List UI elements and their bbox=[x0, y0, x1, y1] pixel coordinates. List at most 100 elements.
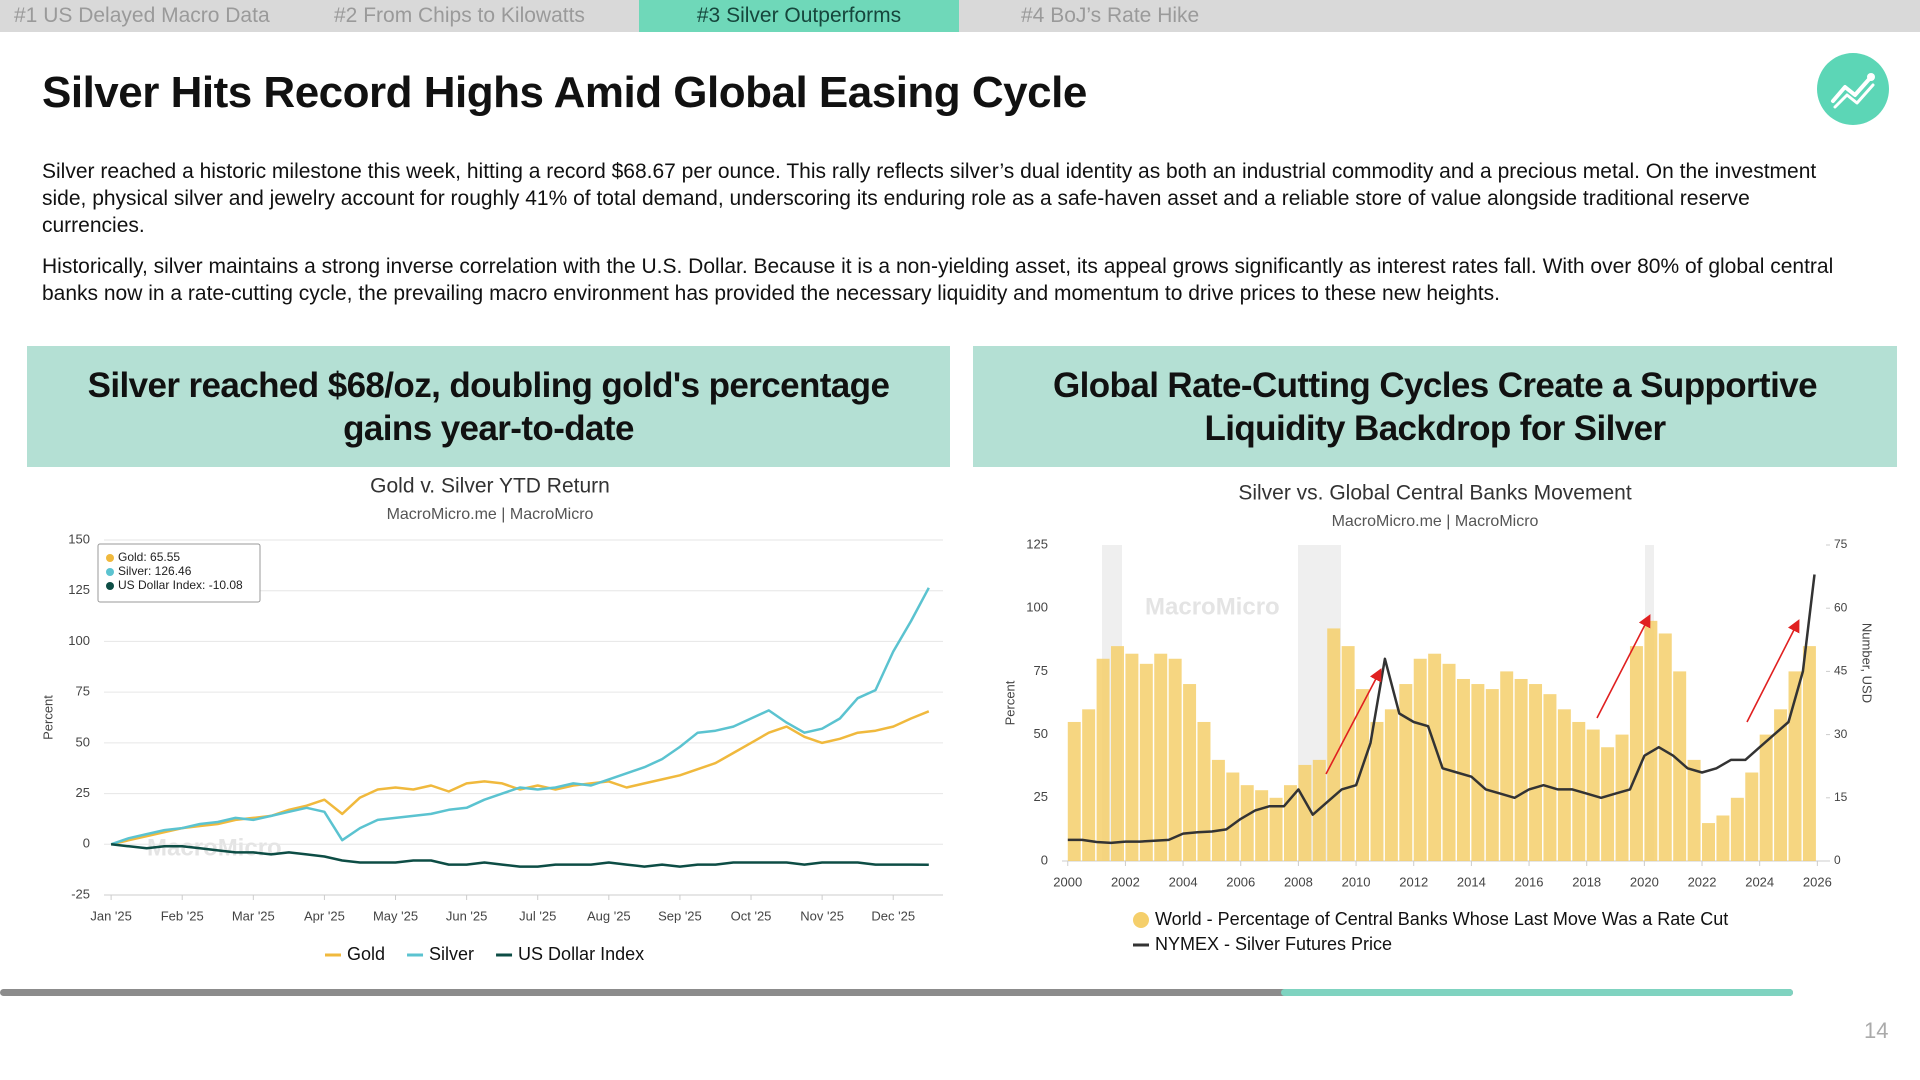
bar bbox=[1269, 797, 1283, 861]
x-tick-label: 2022 bbox=[1688, 874, 1717, 889]
bar bbox=[1413, 658, 1427, 861]
tab-bar: #1 US Delayed Macro Data #2 From Chips t… bbox=[0, 0, 1920, 32]
bar bbox=[1211, 759, 1225, 861]
trend-arrow bbox=[1325, 668, 1382, 775]
chart-title: Gold v. Silver YTD Return bbox=[370, 475, 610, 498]
legend-label: US Dollar Index bbox=[518, 944, 644, 964]
x-tick-label: 2012 bbox=[1399, 874, 1428, 889]
bar bbox=[1557, 709, 1571, 861]
x-tick-label: Sep '25 bbox=[658, 908, 702, 923]
bar bbox=[1096, 658, 1110, 861]
y2-tick-label: 75 bbox=[1834, 537, 1848, 551]
bar bbox=[1543, 694, 1557, 861]
y2-tick-label: 60 bbox=[1834, 600, 1848, 614]
chart-subtitle: MacroMicro.me | MacroMicro bbox=[387, 506, 594, 523]
y-tick-label: 100 bbox=[68, 633, 90, 648]
tab[interactable]: #4 BoJ’s Rate Hike bbox=[1021, 4, 1200, 27]
x-tick-label: 2008 bbox=[1284, 874, 1313, 889]
bar bbox=[1500, 671, 1514, 861]
y-axis-label: Percent bbox=[1002, 680, 1017, 725]
tab[interactable]: #2 From Chips to Kilowatts bbox=[334, 4, 585, 27]
line-series bbox=[110, 587, 930, 846]
y2-tick-label: 45 bbox=[1834, 664, 1848, 678]
y-tick-label: 125 bbox=[68, 582, 90, 597]
y-tick-label: 50 bbox=[76, 734, 90, 749]
bar bbox=[1774, 709, 1788, 861]
bar bbox=[1298, 764, 1312, 861]
y-tick-label: 125 bbox=[1026, 536, 1048, 551]
chart-subtitle: MacroMicro.me | MacroMicro bbox=[1332, 513, 1539, 530]
y2-tick-label: 0 bbox=[1834, 853, 1841, 867]
bar bbox=[1255, 790, 1269, 861]
y2-tick-label: 30 bbox=[1834, 727, 1848, 741]
x-tick-label: Nov '25 bbox=[800, 908, 844, 923]
x-tick-label: 2002 bbox=[1111, 874, 1140, 889]
bar bbox=[1226, 772, 1240, 861]
legend-label: NYMEX - Silver Futures Price bbox=[1155, 934, 1392, 954]
x-tick-label: Jul '25 bbox=[519, 908, 556, 923]
bar bbox=[1615, 734, 1629, 861]
tab[interactable]: #1 US Delayed Macro Data bbox=[14, 4, 270, 27]
bar bbox=[1644, 620, 1658, 861]
bar bbox=[1067, 721, 1081, 861]
y2-axis-label: Number, USD bbox=[1860, 623, 1875, 703]
y2-tick-label: 15 bbox=[1834, 790, 1848, 804]
y-tick-label: 0 bbox=[83, 836, 90, 851]
slide-title: Silver Hits Record Highs Amid Global Eas… bbox=[42, 68, 1087, 117]
bar bbox=[1125, 653, 1139, 861]
bar bbox=[1111, 646, 1124, 861]
y-tick-label: 150 bbox=[68, 531, 90, 546]
y-tick-label: 50 bbox=[1034, 726, 1048, 741]
x-tick-label: 2010 bbox=[1342, 874, 1371, 889]
bar bbox=[1658, 633, 1672, 861]
bar bbox=[1240, 785, 1254, 861]
legend-label: World - Percentage of Central Banks Whos… bbox=[1155, 909, 1728, 929]
bar bbox=[1702, 823, 1716, 861]
bar bbox=[1399, 684, 1413, 861]
x-tick-label: 2000 bbox=[1053, 874, 1082, 889]
x-tick-label: 2014 bbox=[1457, 874, 1486, 889]
x-tick-label: Jun '25 bbox=[446, 908, 488, 923]
logo bbox=[1817, 53, 1889, 125]
bar bbox=[1788, 671, 1802, 861]
tooltip-dot bbox=[106, 582, 114, 590]
tab-active[interactable]: #3 Silver Outperforms bbox=[639, 0, 959, 32]
tooltip-box bbox=[97, 543, 261, 603]
bar bbox=[1471, 684, 1485, 861]
x-tick-label: Jan '25 bbox=[90, 908, 132, 923]
bar bbox=[1370, 721, 1384, 861]
x-tick-label: Apr '25 bbox=[304, 908, 345, 923]
bar bbox=[1139, 663, 1153, 861]
y-tick-label: 25 bbox=[1034, 789, 1048, 804]
line-series bbox=[110, 843, 929, 868]
y-axis-label: Percent bbox=[40, 695, 55, 740]
bar bbox=[1759, 734, 1773, 861]
bar bbox=[1745, 772, 1759, 861]
bar bbox=[1514, 678, 1528, 861]
x-tick-label: Feb '25 bbox=[161, 908, 204, 923]
x-tick-label: 2018 bbox=[1572, 874, 1601, 889]
bar bbox=[1529, 684, 1543, 861]
watermark: MacroMicro bbox=[147, 834, 282, 861]
bar bbox=[1802, 646, 1816, 861]
progress-track bbox=[0, 989, 1793, 996]
paragraph: Silver reached a historic milestone this… bbox=[42, 160, 1817, 237]
bar bbox=[1456, 678, 1470, 861]
bar bbox=[1428, 653, 1442, 861]
y-tick-label: 75 bbox=[76, 684, 90, 699]
bar bbox=[1197, 721, 1211, 861]
bar bbox=[1673, 671, 1687, 861]
x-tick-label: 2006 bbox=[1226, 874, 1255, 889]
panel-heading: Global Rate-Cutting Cycles Create a Supp… bbox=[973, 346, 1897, 467]
y-tick-label: 75 bbox=[1034, 663, 1048, 678]
x-tick-label: 2024 bbox=[1745, 874, 1774, 889]
bar bbox=[1601, 747, 1615, 861]
progress-fill bbox=[1281, 989, 1793, 996]
x-tick-label: 2020 bbox=[1630, 874, 1659, 889]
bar bbox=[1341, 646, 1355, 861]
bar bbox=[1730, 797, 1744, 861]
bar bbox=[1716, 815, 1730, 861]
watermark: MacroMicro bbox=[1145, 593, 1280, 620]
body-text: Silver reached a historic milestone this… bbox=[42, 158, 1857, 321]
legend-swatch bbox=[1133, 912, 1149, 928]
